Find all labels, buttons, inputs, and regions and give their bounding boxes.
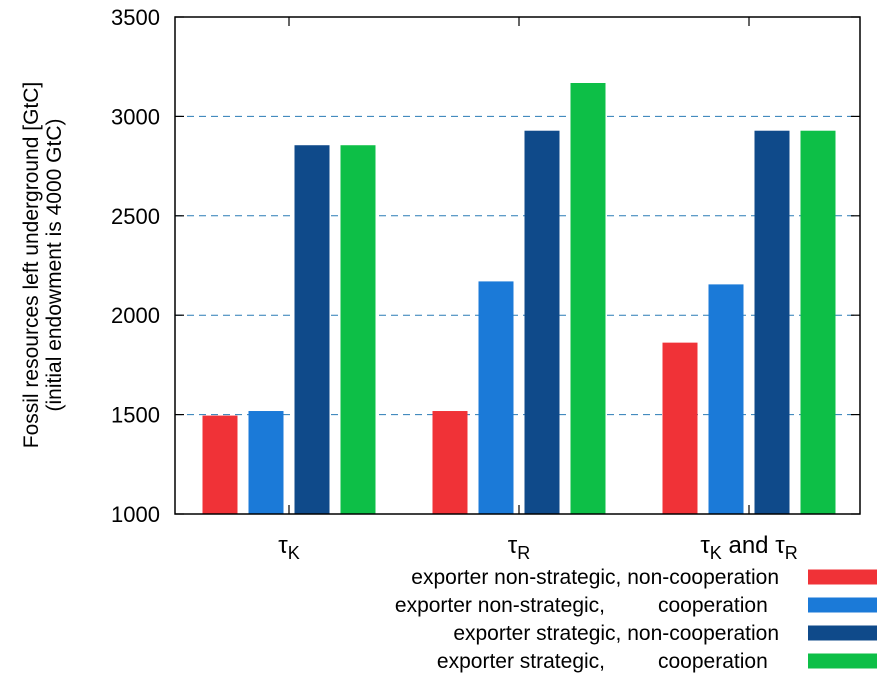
y-tick-label: 2000 (111, 303, 160, 328)
bar (754, 130, 790, 514)
y-axis-label-line2: (initial endowment is 4000 GtC) (43, 119, 66, 412)
y-axis: 1000 1500 2000 2500 3000 3500 (111, 5, 860, 527)
legend: exporter non-strategic, non-cooperation e… (395, 566, 877, 673)
y-axis-label-line1: Fossil resources left underground [GtC] (20, 82, 43, 449)
bar (570, 83, 606, 515)
plot-frame (174, 16, 861, 515)
y-tick-label: 2500 (111, 204, 160, 229)
bar (340, 145, 376, 514)
y-axis-label: Fossil resources left underground [GtC] … (20, 82, 66, 449)
bar (662, 342, 698, 514)
bar (248, 411, 284, 514)
bar (800, 130, 836, 514)
legend-label: exporter non-strategic, (395, 594, 605, 617)
bar (202, 415, 238, 514)
legend-label: exporter strategic, (437, 650, 605, 673)
bar (432, 411, 468, 514)
legend-swatch (808, 569, 877, 585)
bar (708, 284, 744, 514)
grid-lines (175, 115, 860, 416)
bar (478, 281, 514, 514)
bars (202, 83, 836, 515)
bar (294, 145, 330, 514)
legend-label: exporter strategic, non-cooperation (453, 622, 779, 645)
legend-swatch (808, 597, 877, 613)
x-category-label: τK and τR (700, 532, 797, 563)
x-axis: τK τR τK and τR (278, 17, 798, 563)
legend-label: cooperation (658, 594, 768, 617)
y-tick-label: 1000 (111, 502, 160, 527)
y-tick-label: 1500 (111, 403, 160, 428)
x-category-label: τR (508, 532, 530, 563)
bar (524, 130, 560, 514)
y-tick-label: 3000 (111, 104, 160, 129)
y-tick-label: 3500 (111, 5, 160, 30)
legend-label: cooperation (658, 650, 768, 673)
legend-label: exporter non-strategic, non-cooperation (411, 566, 779, 589)
legend-swatch (808, 653, 877, 669)
x-category-label: τK (278, 532, 300, 563)
legend-swatch (808, 625, 877, 641)
